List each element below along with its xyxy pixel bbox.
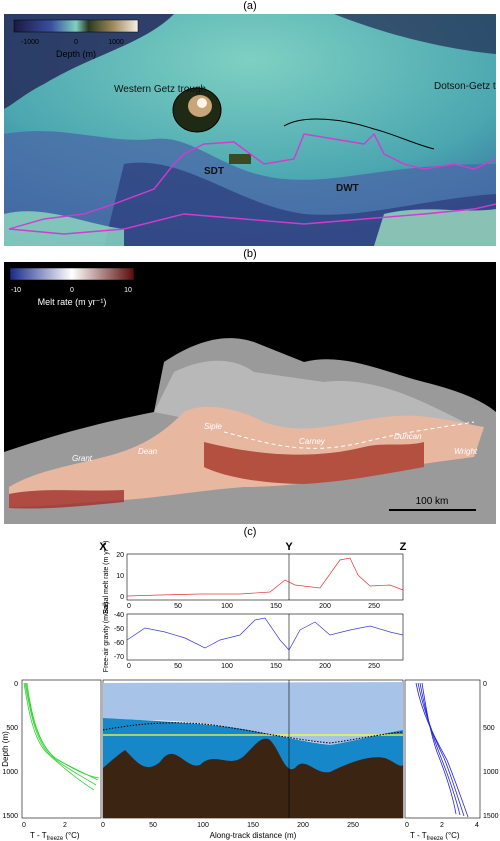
depth-colorbar-title: Depth (m) [56,49,96,59]
section-xtick: 150 [247,822,259,829]
melt-xtick: 0 [127,603,131,610]
gravity-xtick: 100 [221,663,233,670]
right-xtick: 4 [475,822,479,829]
right-ytick: 1500 [483,813,499,820]
ice-shelf-grant: Grant [72,454,93,463]
left-xtick: 2 [63,822,67,829]
marker-y: Y [285,541,293,553]
melt-xtick: 150 [270,603,282,610]
ice-shelf-duncan: Duncan [394,432,422,441]
place-dotson-getz-trough: Dotson-Getz trough [434,81,496,92]
section-xtick: 200 [297,822,309,829]
gravity-ytick: -60 [114,640,124,647]
section-panel-svg: X Y Z 20 10 0 0 50 100 150 200 250 Basal… [1,541,499,841]
melt-rate-colorbar-title: Melt rate (m yr⁻¹) [38,297,107,307]
gravity-ytick: -70 [114,654,124,661]
melt-rate-map-svg: -10 0 10 Melt rate (m yr⁻¹) Siple Carney… [4,262,496,524]
melt-xtick: 50 [174,603,182,610]
right-ytick: 0 [483,681,487,688]
place-western-getz-trough: Western Getz trough [114,84,206,95]
gravity-xtick: 50 [174,663,182,670]
right-temperature-profiles: 0 500 1000 1500 0 2 4 T - Tfreeze (°C) [404,679,499,841]
melt-rate-colorbar-tick: -10 [11,287,21,294]
right-xtick: 0 [405,822,409,829]
melt-rate-colorbar-tick: 0 [70,287,74,294]
section-xtick: 50 [149,822,157,829]
bathymetry-map-svg: -1000 0 1000 Depth (m) Western Getz trou… [4,14,496,246]
ice-shelf-wright: Wright [454,447,478,456]
marker-x: X [99,541,107,553]
right-ytick: 1000 [483,769,499,776]
scale-bar-label: 100 km [416,496,449,507]
depth-ylabel: Depth (m) [1,731,10,767]
depth-colorbar [13,19,139,33]
depth-colorbar-tick: -1000 [21,39,39,46]
melt-rate-colorbar [9,267,135,281]
left-ytick: 1000 [2,769,18,776]
depth-colorbar-tick: 1000 [108,39,124,46]
melt-ytick: 20 [116,552,124,559]
ice-shelf-dean: Dean [138,447,158,456]
gravity-xtick: 200 [319,663,331,670]
melt-ylabel: Basal melt rate (m yr⁻¹) [103,541,110,614]
melt-ytick: 10 [116,573,124,580]
section-xtick: 250 [347,822,359,829]
melt-xtick: 100 [221,603,233,610]
melt-xtick: 250 [368,603,380,610]
melt-ytick: 0 [120,594,124,601]
right-xtick: 2 [440,822,444,829]
section-panel: X Y Z 20 10 0 0 50 100 150 200 250 Basal… [0,540,500,841]
gravity-ytick: -50 [114,626,124,633]
section-xlabel: Along-track distance (m) [210,831,297,840]
bathymetry-map: -1000 0 1000 Depth (m) Western Getz trou… [4,14,496,246]
depth-section: 0 50 100 150 200 250 Along-track distanc… [101,679,404,840]
place-dwt: DWT [336,183,359,194]
left-temperature-profiles: 0 500 1000 1500 Depth (m) 0 2 T - Tfreez… [1,679,102,841]
right-ytick: 500 [483,725,495,732]
ice-shelf-carney: Carney [299,437,326,446]
melt-rate-colorbar-tick: 10 [124,287,132,294]
left-xtick: 0 [22,822,26,829]
ice-shelf-siple: Siple [204,422,222,431]
depth-colorbar-tick: 0 [74,39,78,46]
gravity-ylabel: Free-air gravity (mGal) [103,602,110,672]
gravity-xtick: 250 [368,663,380,670]
melt-rate-map: -10 0 10 Melt rate (m yr⁻¹) Siple Carney… [4,262,496,524]
left-xlabel: T - Tfreeze (°C) [30,831,80,841]
place-sdt: SDT [204,166,224,177]
section-xtick: 100 [197,822,209,829]
left-ytick: 1500 [2,813,18,820]
panel-b-label: (b) [243,248,257,260]
left-ytick: 0 [14,681,18,688]
gravity-xtick: 0 [127,663,131,670]
melt-xtick: 200 [319,603,331,610]
marker-z: Z [400,541,407,553]
gravity-xtick: 150 [270,663,282,670]
left-ytick: 500 [6,725,18,732]
gravity-plot: -40 -50 -60 -70 0 50 100 150 200 250 Fre… [103,602,404,672]
right-xlabel: T - Tfreeze (°C) [410,831,460,841]
section-xtick: 0 [101,822,105,829]
panel-a-label: (a) [243,0,257,12]
melt-rate-plot: 20 10 0 0 50 100 150 200 250 Basal melt … [103,541,404,614]
gravity-ytick: -40 [114,612,124,619]
panel-c-label: (c) [243,526,257,538]
